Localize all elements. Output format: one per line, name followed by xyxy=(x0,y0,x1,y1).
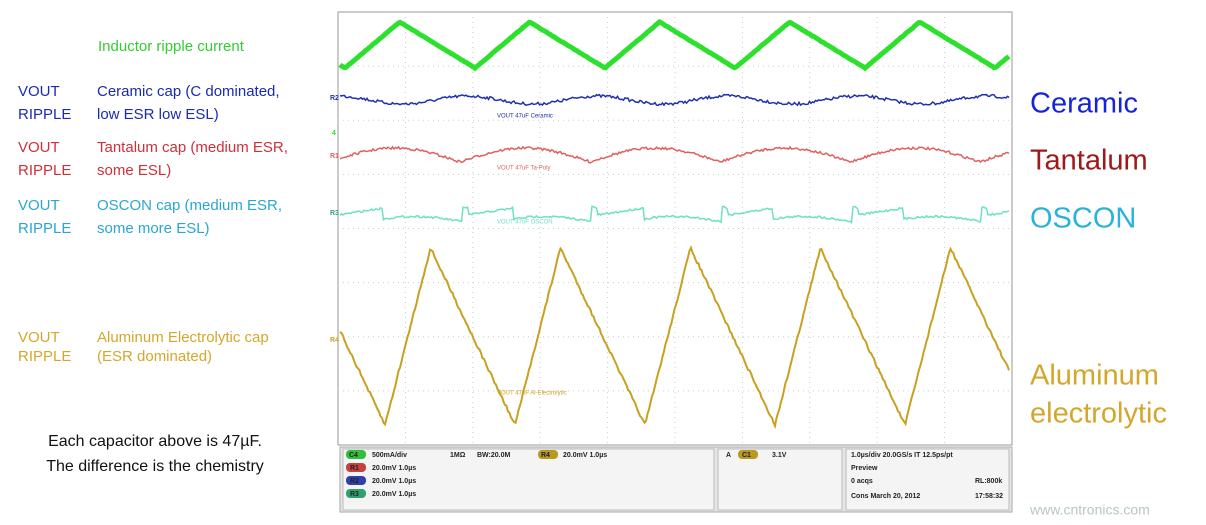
row-desc: (ESR dominated) xyxy=(97,348,212,365)
row-aluminum: VOUT RIPPLE Aluminum Electrolytic cap (E… xyxy=(18,329,269,365)
row-desc: some ESL) xyxy=(97,162,171,179)
status-text: 0 acqs xyxy=(851,478,873,485)
row-desc: Tantalum cap (medium ESR, xyxy=(97,139,288,156)
row-name: VOUT xyxy=(18,329,60,346)
trace-label: VOUT 47uF Al-Electrolytic xyxy=(497,391,567,397)
trace-label: VOUT 47uF Ceramic xyxy=(497,114,553,120)
row-desc: Ceramic cap (C dominated, xyxy=(97,83,280,100)
row-name: VOUT xyxy=(18,197,60,214)
row-desc: Aluminum Electrolytic cap xyxy=(97,329,269,346)
waveform xyxy=(339,245,1010,430)
panel xyxy=(717,448,843,511)
legend-oscon: OSCON xyxy=(1030,203,1136,235)
channel-marker: R3 xyxy=(330,210,339,217)
pill xyxy=(538,450,558,459)
panel xyxy=(342,448,715,511)
channel-marker: R4 xyxy=(330,337,339,344)
pill xyxy=(346,476,366,485)
watermark: www.cntronics.com xyxy=(1029,502,1150,518)
legend-tantalum: Tantalum xyxy=(1030,145,1148,177)
channel-marker: R2 xyxy=(330,95,339,102)
status-text: 1MΩ xyxy=(450,452,466,459)
pill xyxy=(346,450,366,459)
tag: R4 xyxy=(541,452,550,459)
channel-marker: R1 xyxy=(330,153,339,160)
status-text: 20.0mV 1.0µs xyxy=(372,478,416,485)
trace-label: VOUT 47uF Ta-Poly xyxy=(497,166,550,172)
row-sub: RIPPLE xyxy=(18,348,71,365)
note: Each capacitor above is 47µF. xyxy=(48,433,262,450)
status-text: 20.0mV 1.0µs xyxy=(372,491,416,498)
status-text: 20.0mV 1.0µs xyxy=(563,452,607,459)
status-text: Cons March 20, 2012 xyxy=(851,493,920,500)
screen xyxy=(337,11,1013,446)
tag: R1 xyxy=(350,465,359,472)
waveform xyxy=(339,145,1010,164)
waveform xyxy=(339,93,1010,107)
row-name: VOUT xyxy=(18,83,60,100)
pill xyxy=(346,463,366,472)
trace-label: VOUT 47uF OSCON xyxy=(497,220,553,226)
status-text: 500mA/div xyxy=(372,452,407,459)
status-text: Preview xyxy=(851,465,878,472)
row-sub: RIPPLE xyxy=(18,106,71,123)
pill xyxy=(738,450,758,459)
row-sub: RIPPLE xyxy=(18,220,71,237)
waveform xyxy=(339,205,1010,224)
row-ceramic: VOUT RIPPLE Ceramic cap (C dominated, lo… xyxy=(18,83,280,123)
waveform xyxy=(338,18,1011,72)
tag: R2 xyxy=(350,478,359,485)
tag: R3 xyxy=(350,491,359,498)
legend-aluminum: electrolytic xyxy=(1030,398,1167,430)
legend-aluminum: Aluminum xyxy=(1030,360,1159,392)
status-text: BW:20.0M xyxy=(477,452,510,459)
legend-ceramic: Ceramic xyxy=(1030,88,1138,120)
note: The difference is the chemistry xyxy=(46,458,264,475)
row-desc: some more ESL) xyxy=(97,220,210,237)
status-bar: C4 500mA/div 1MΩ BW:20.0M R4 20.0mV 1.0µ… xyxy=(339,446,1013,513)
status-text: 20.0mV 1.0µs xyxy=(372,465,416,472)
status-text: 3.1V xyxy=(772,452,787,459)
tag: C4 xyxy=(349,452,358,459)
row-desc: OSCON cap (medium ESR, xyxy=(97,197,282,214)
status-text: RL:800k xyxy=(975,478,1002,485)
panel xyxy=(845,448,1010,511)
inductor-label: Inductor ripple current xyxy=(98,38,245,55)
channel-marker: 4 xyxy=(332,130,336,137)
row-desc: low ESR low ESL) xyxy=(97,106,219,123)
status-text: 1.0µs/div 20.0GS/s IT 12.5ps/pt xyxy=(851,452,953,459)
row-name: VOUT xyxy=(18,139,60,156)
status-text: A xyxy=(726,452,731,459)
pill xyxy=(346,489,366,498)
row-sub: RIPPLE xyxy=(18,162,71,179)
row-tantalum: VOUT RIPPLE Tantalum cap (medium ESR, so… xyxy=(18,139,288,179)
row-oscon: VOUT RIPPLE OSCON cap (medium ESR, some … xyxy=(18,197,282,237)
tag: C1 xyxy=(742,452,751,459)
scope: VOUT 47uF Ceramic VOUT 47uF Ta-Poly VOUT 4… xyxy=(330,11,1013,446)
status-text: 17:58:32 xyxy=(975,493,1003,500)
